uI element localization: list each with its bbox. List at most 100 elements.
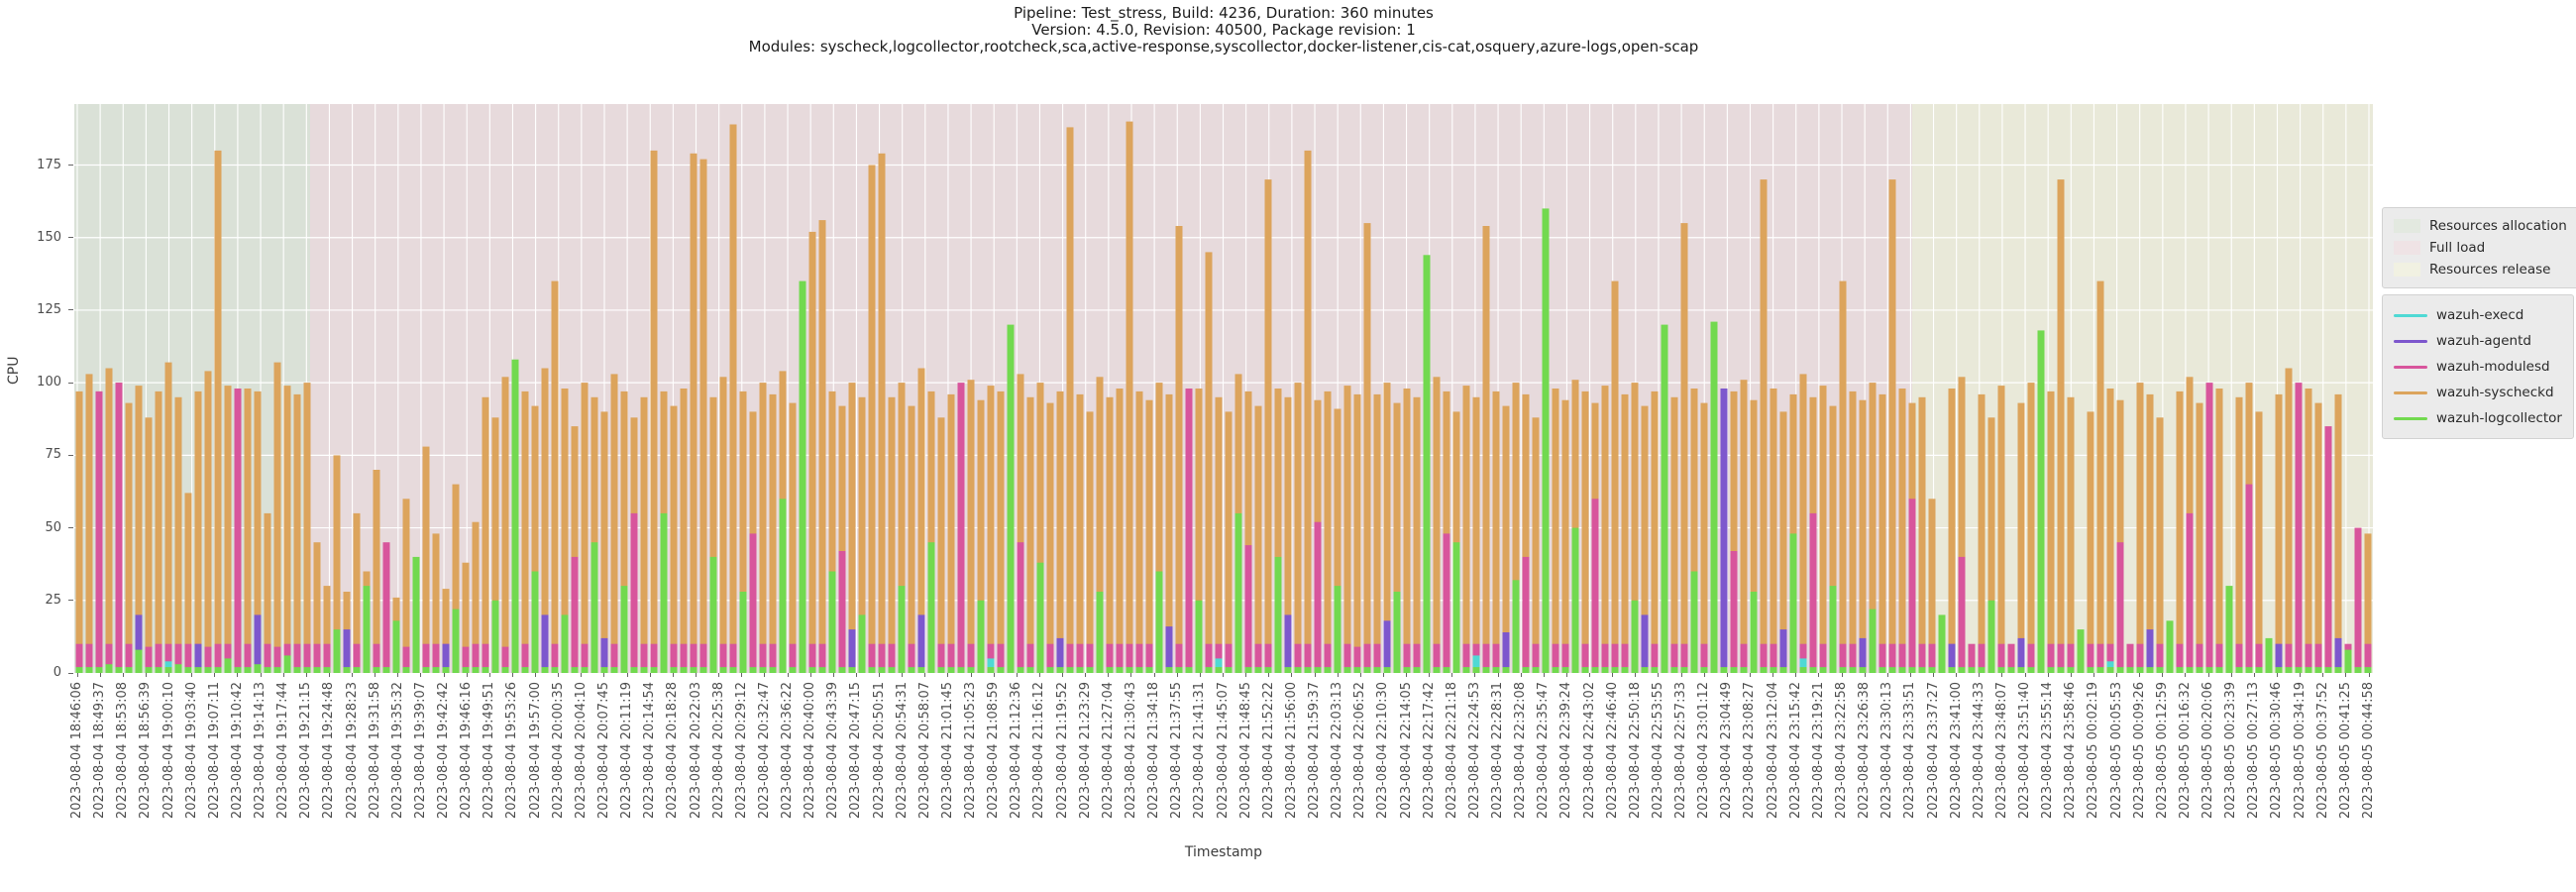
- x-tick-mark: [2276, 673, 2278, 677]
- bar-wazuh-syscheckd: [1433, 377, 1441, 673]
- bar-wazuh-logcollector: [214, 667, 222, 673]
- bar-wazuh-logcollector: [1710, 321, 1718, 673]
- bar-wazuh-logcollector: [363, 586, 371, 673]
- bar-wazuh-syscheckd: [164, 362, 172, 673]
- bar-wazuh-logcollector: [610, 667, 618, 673]
- region-swatch-icon: [2394, 219, 2420, 233]
- x-tick-mark: [2368, 673, 2370, 677]
- bar-wazuh-logcollector: [2186, 667, 2194, 673]
- bar-wazuh-syscheckd: [898, 383, 906, 673]
- x-tick-mark: [558, 673, 560, 677]
- x-tick-mark: [1245, 673, 1247, 677]
- x-tick-label: 2023-08-04 20:50:51: [871, 682, 887, 820]
- bar-wazuh-modulesd: [2176, 643, 2184, 673]
- bar-wazuh-logcollector: [145, 667, 153, 673]
- bar-wazuh-modulesd: [1978, 643, 1986, 673]
- bar-wazuh-logcollector: [184, 667, 192, 673]
- bar-wazuh-logcollector: [1542, 208, 1550, 673]
- bar-wazuh-syscheckd: [2156, 417, 2164, 673]
- bar-wazuh-syscheckd: [442, 589, 450, 673]
- bar-wazuh-modulesd: [2295, 383, 2303, 673]
- bar-wazuh-logcollector: [1829, 586, 1837, 673]
- bar-wazuh-logcollector: [511, 359, 519, 673]
- bar-wazuh-syscheckd: [204, 371, 212, 673]
- x-tick-label: 2023-08-05 00:27:13: [2246, 682, 2262, 820]
- bar-wazuh-modulesd: [501, 646, 509, 673]
- x-tick-mark: [1886, 673, 1888, 677]
- x-tick-mark: [1337, 673, 1339, 677]
- bar-wazuh-modulesd: [1700, 643, 1708, 673]
- bar-wazuh-logcollector: [640, 667, 648, 673]
- bar-wazuh-syscheckd: [333, 455, 341, 673]
- x-tick-label: 2023-08-04 22:10:30: [1375, 682, 1391, 820]
- bar-wazuh-logcollector: [482, 667, 489, 673]
- x-tick-label: 2023-08-04 20:22:03: [688, 682, 703, 820]
- bar-wazuh-logcollector: [1036, 562, 1044, 673]
- bar-wazuh-logcollector: [1621, 667, 1629, 673]
- bar-wazuh-modulesd: [1819, 643, 1827, 673]
- bar-wazuh-modulesd: [2215, 643, 2223, 673]
- bar-wazuh-logcollector: [699, 667, 707, 673]
- x-tick-mark: [1085, 673, 1087, 677]
- legend-label: wazuh-agentd: [2436, 333, 2531, 349]
- bar-wazuh-syscheckd: [224, 386, 232, 673]
- bar-wazuh-modulesd: [769, 643, 777, 673]
- bar-wazuh-modulesd: [551, 643, 559, 673]
- bar-wazuh-logcollector: [95, 667, 103, 673]
- x-tick-label: 2023-08-04 21:34:18: [1146, 682, 1162, 820]
- x-tick-mark: [1818, 673, 1820, 677]
- bar-wazuh-logcollector: [2176, 667, 2184, 673]
- bar-wazuh-modulesd: [2106, 643, 2114, 673]
- bar-wazuh-syscheckd: [1978, 393, 1986, 673]
- bar-wazuh-logcollector: [521, 667, 529, 673]
- bar-wazuh-logcollector: [1334, 586, 1342, 673]
- bar-wazuh-syscheckd: [1730, 390, 1738, 673]
- bar-wazuh-syscheckd: [1532, 417, 1540, 673]
- bar-wazuh-logcollector: [1056, 667, 1064, 673]
- bar-wazuh-modulesd: [1244, 545, 1252, 673]
- x-tick-mark: [718, 673, 720, 677]
- bar-wazuh-syscheckd: [1096, 377, 1104, 673]
- bar-wazuh-modulesd: [2047, 643, 2055, 673]
- x-tick-mark: [1497, 673, 1499, 677]
- bar-wazuh-logcollector: [2077, 629, 2085, 673]
- x-tick-label: 2023-08-05 00:23:39: [2223, 682, 2239, 820]
- x-axis-title: Timestamp: [1184, 844, 1263, 860]
- bar-wazuh-modulesd: [1552, 643, 1559, 673]
- x-tick-label: 2023-08-04 19:49:51: [482, 682, 497, 820]
- bar-wazuh-logcollector: [392, 620, 400, 673]
- bar-wazuh-syscheckd: [1997, 386, 2005, 673]
- bar-wazuh-syscheckd: [937, 417, 945, 673]
- bar-wazuh-logcollector: [343, 667, 351, 673]
- bar-wazuh-syscheckd: [729, 124, 737, 673]
- y-axis: 0 25 50 75 100 125 150 175: [0, 104, 74, 680]
- legend-label: wazuh-modulesd: [2436, 359, 2550, 375]
- bar-wazuh-syscheckd: [759, 383, 767, 673]
- bar-wazuh-syscheckd: [1552, 389, 1559, 673]
- bar-wazuh-logcollector: [2215, 667, 2223, 673]
- bar-wazuh-syscheckd: [2096, 280, 2104, 673]
- x-tick-label: 2023-08-04 22:46:40: [1604, 682, 1620, 820]
- bar-wazuh-syscheckd: [858, 396, 866, 673]
- bar-wazuh-syscheckd: [1770, 389, 1777, 673]
- bar-wazuh-modulesd: [571, 556, 579, 673]
- x-tick-label: 2023-08-04 23:26:38: [1857, 682, 1873, 820]
- bar-wazuh-syscheckd: [917, 368, 925, 673]
- bar-wazuh-modulesd: [145, 646, 153, 673]
- bar-wazuh-agentd: [1383, 620, 1391, 673]
- bar-wazuh-syscheckd: [947, 393, 955, 673]
- x-tick-label: 2023-08-04 21:56:00: [1283, 682, 1299, 820]
- x-tick-mark: [947, 673, 949, 677]
- x-tick-label: 2023-08-04 23:04:49: [1719, 682, 1735, 820]
- bar-wazuh-logcollector: [1284, 667, 1292, 673]
- x-tick-label: 2023-08-04 19:03:40: [183, 682, 199, 820]
- x-tick-mark: [1864, 673, 1866, 677]
- bar-wazuh-syscheckd: [501, 377, 509, 673]
- bar-wazuh-syscheckd: [1641, 405, 1649, 673]
- bar-wazuh-logcollector: [1462, 667, 1470, 673]
- bar-wazuh-syscheckd: [1393, 402, 1401, 673]
- x-tick-label: 2023-08-04 18:53:08: [115, 682, 131, 820]
- bar-wazuh-logcollector: [1552, 667, 1559, 673]
- x-tick-label: 2023-08-04 23:55:14: [2040, 682, 2056, 820]
- x-tick-mark: [535, 673, 537, 677]
